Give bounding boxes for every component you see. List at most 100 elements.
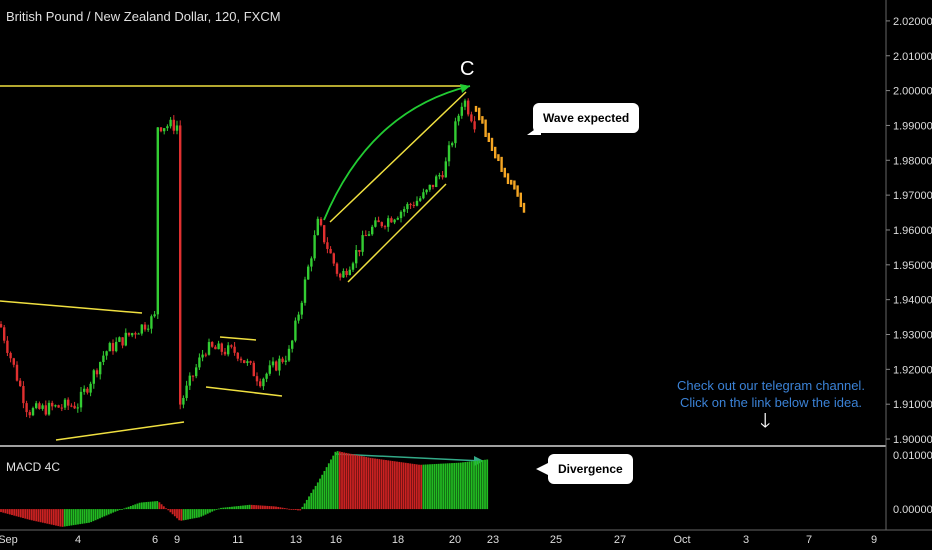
candle-body <box>233 346 236 353</box>
macd-bar <box>367 457 370 510</box>
time-tick-label: 16 <box>330 534 342 546</box>
price-tick-label: 2.00000 <box>893 86 932 98</box>
macd-bar <box>182 509 185 521</box>
macd-bar <box>101 509 104 518</box>
candle-body <box>156 127 159 315</box>
macd-bar <box>316 482 319 510</box>
macd-bar <box>477 460 480 510</box>
macd-bar <box>378 459 381 510</box>
macd-bar <box>228 506 231 510</box>
candle-body <box>131 333 134 336</box>
macd-bar <box>68 509 71 526</box>
macd-bar <box>334 451 337 510</box>
candle-body <box>175 125 179 131</box>
macd-bar <box>74 509 77 525</box>
candle-body <box>79 391 83 408</box>
macd-bar <box>206 509 209 514</box>
candle-body <box>428 184 431 190</box>
candle-body <box>348 269 351 275</box>
candle-body <box>223 351 227 355</box>
macd-bar <box>41 509 44 523</box>
macd-bar <box>11 509 13 516</box>
macd-bar <box>79 509 82 525</box>
candle-body <box>300 302 303 315</box>
macd-bar <box>224 507 227 510</box>
telegram-note: Check out our telegram channel. Click on… <box>676 377 866 431</box>
macd-bar <box>448 463 451 510</box>
candle-body <box>236 352 239 359</box>
macd-bar <box>246 505 249 510</box>
macd-bar <box>468 461 471 510</box>
candle-body <box>371 226 374 235</box>
macd-bar <box>312 489 315 510</box>
candle-body <box>271 361 275 366</box>
macd-bar <box>314 485 317 510</box>
candle-body <box>447 145 451 162</box>
candle-body <box>47 402 51 415</box>
candle-body <box>355 250 358 264</box>
price-tick-label: 1.96000 <box>893 225 932 237</box>
macd-bar <box>114 509 117 512</box>
candle-body <box>467 100 470 115</box>
macd-bar <box>209 509 211 513</box>
candle-body <box>73 405 76 409</box>
candle-body <box>329 248 332 254</box>
candle-body <box>335 263 339 274</box>
price-tick-label: 1.99000 <box>893 120 932 132</box>
projection-candle <box>494 146 497 159</box>
projection-candle <box>490 137 494 151</box>
macd-bar <box>486 459 489 510</box>
candle-body <box>444 161 447 178</box>
time-tick-label: 7 <box>806 534 812 546</box>
macd-bar <box>85 509 88 524</box>
macd-bar <box>176 509 178 519</box>
candle-body <box>25 403 28 413</box>
candle-body <box>217 343 220 350</box>
macd-bar <box>140 502 143 510</box>
macd-bar <box>358 455 361 510</box>
macd-bar <box>138 502 141 510</box>
macd-bar <box>453 462 456 510</box>
macd-bar <box>277 506 280 510</box>
candle-body <box>246 361 249 364</box>
macd-bar <box>248 504 251 510</box>
candle-body <box>326 242 329 249</box>
macd-bar <box>169 509 172 513</box>
candle-body <box>195 367 198 377</box>
macd-bar <box>347 453 350 510</box>
candle-body <box>70 405 73 407</box>
macd-bar <box>178 509 181 521</box>
projection-candle <box>478 107 481 121</box>
macd-bar <box>202 509 205 516</box>
macd-bar <box>343 452 346 510</box>
macd-bar <box>433 464 436 510</box>
macd-bar <box>457 462 460 510</box>
macd-bar <box>283 508 286 510</box>
candle-body <box>313 235 316 259</box>
macd-bar <box>462 462 464 510</box>
macd-bar <box>13 509 16 516</box>
price-tick-label: 1.90000 <box>893 434 932 446</box>
candle-body <box>35 403 38 409</box>
macd-bar <box>380 459 383 510</box>
macd-bar <box>242 505 244 510</box>
macd-bar <box>33 509 35 521</box>
candle-body <box>399 211 403 219</box>
candle-body <box>198 357 201 368</box>
macd-bar <box>6 509 9 514</box>
candle-body <box>249 361 252 363</box>
candle-body <box>415 200 419 206</box>
candle-body <box>185 385 188 398</box>
macd-bar <box>301 506 304 510</box>
macd-bar <box>110 509 112 514</box>
candle-body <box>252 362 255 377</box>
macd-bar <box>158 502 161 510</box>
drawing-overlays <box>0 84 484 466</box>
candle-body <box>374 220 377 227</box>
candle-body <box>83 388 86 392</box>
macd-bar <box>239 505 242 510</box>
macd-bar <box>211 509 214 512</box>
candle-body <box>294 320 297 341</box>
channel-upper-line <box>329 91 467 223</box>
